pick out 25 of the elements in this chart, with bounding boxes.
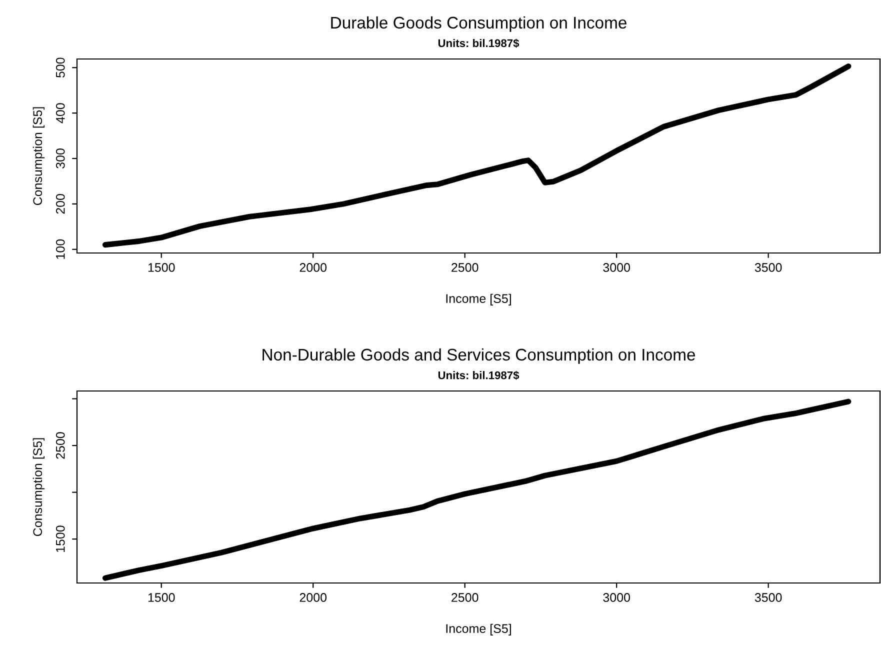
y-tick-label: 200 xyxy=(56,194,65,214)
y-tick-label: 300 xyxy=(56,148,65,168)
x-tick-label: 2000 xyxy=(300,593,327,602)
x-tick-label: 2500 xyxy=(452,593,478,602)
x-tick-label: 3000 xyxy=(603,263,630,272)
x-axis-title: Income [S5] xyxy=(446,294,511,306)
x-tick-label: 1500 xyxy=(148,263,175,272)
x-tick-label: 2000 xyxy=(300,263,327,272)
y-axis-title: Consumption [S5] xyxy=(32,107,45,206)
y-axis-title: Consumption [S5] xyxy=(32,438,45,536)
x-tick-label: 3500 xyxy=(754,263,782,272)
chart-subtitle: Units: bil.1987$ xyxy=(438,370,520,380)
chart-title: Durable Goods Consumption on Income xyxy=(331,16,626,32)
chart-subtitle: Units: bil.1987$ xyxy=(438,38,520,48)
y-tick-label: 400 xyxy=(56,103,65,124)
y-tick-label: 100 xyxy=(56,239,65,259)
y-tick-label: 1500 xyxy=(56,526,65,552)
x-tick-label: 1500 xyxy=(148,593,175,602)
y-tick-label: 2500 xyxy=(56,432,65,459)
x-axis-title: Income [S5] xyxy=(446,624,511,636)
y-tick-label: 500 xyxy=(56,58,65,78)
chart-title: Non-Durable Goods and Services Consumption on Income xyxy=(262,348,696,364)
x-tick-label: 2500 xyxy=(452,263,478,272)
x-tick-label: 3500 xyxy=(754,593,782,602)
x-tick-label: 3000 xyxy=(603,593,630,602)
